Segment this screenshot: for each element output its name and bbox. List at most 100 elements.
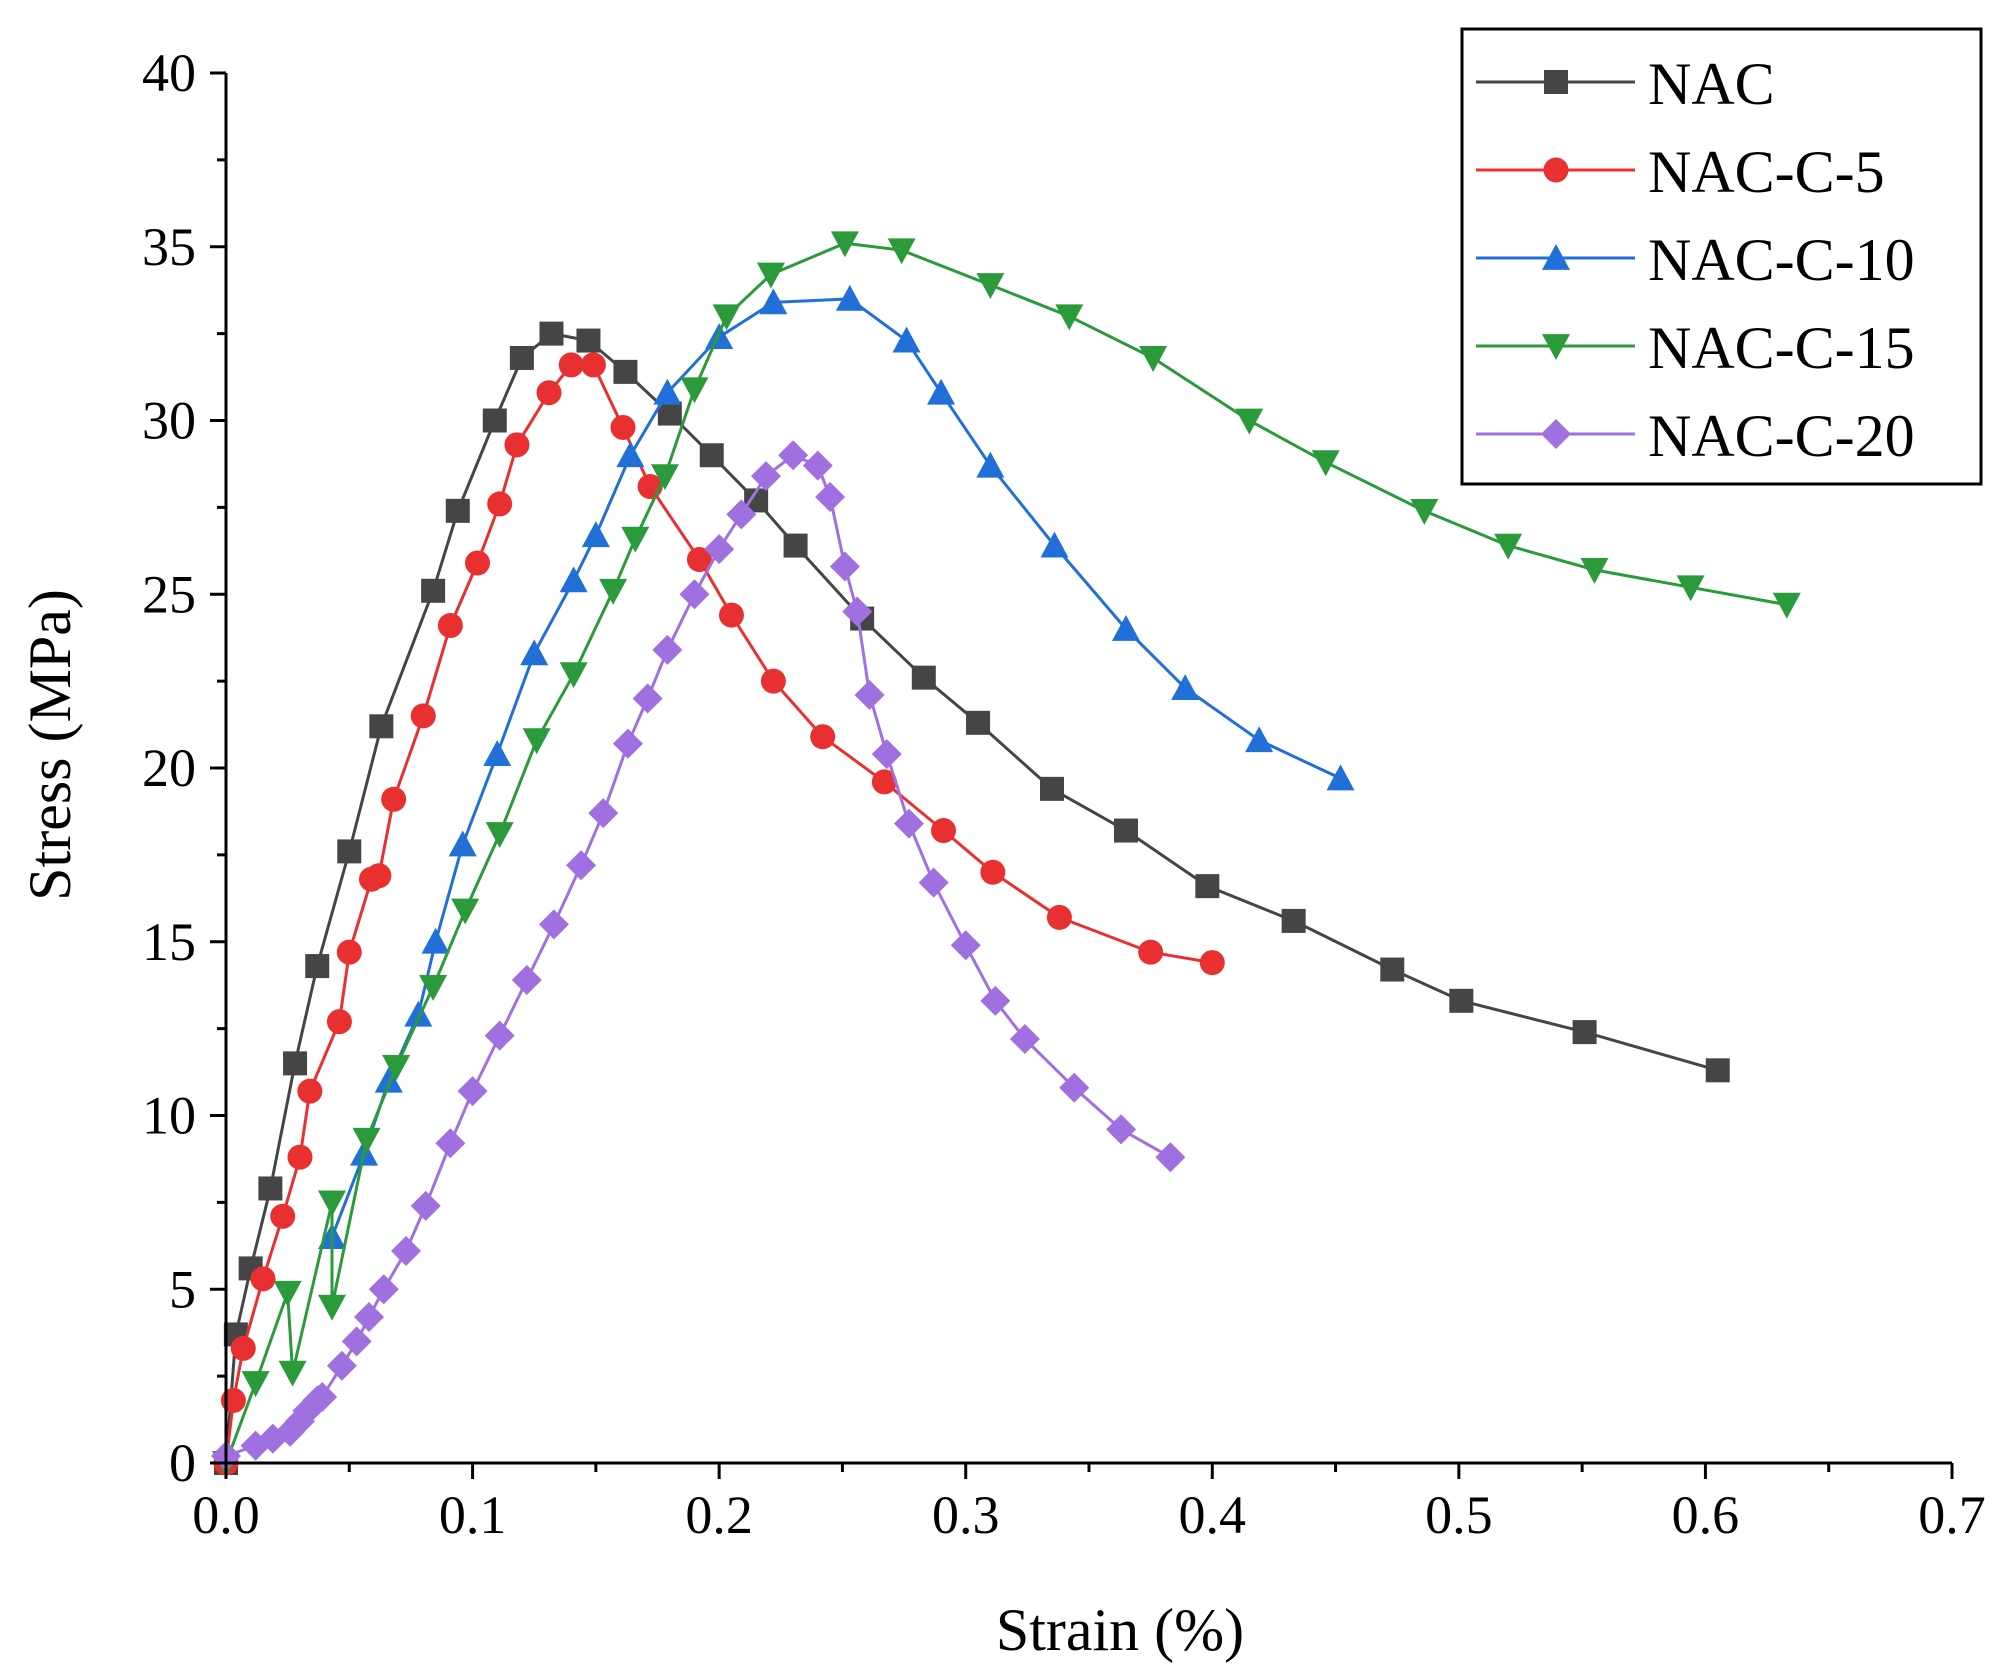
data-point [887,238,916,265]
y-tick-label: 30 [142,391,196,451]
x-tick-label: 0.3 [932,1485,1000,1545]
data-point [352,1127,381,1154]
data-point [712,304,741,331]
data-point [354,1302,385,1333]
data-point [1055,304,1084,331]
data-point [404,1000,433,1027]
data-point [250,1266,276,1292]
data-point [854,680,885,711]
data-point [1380,957,1405,982]
data-point [894,808,925,839]
data-point [538,909,569,940]
data-point [445,498,470,523]
data-point [410,703,436,729]
data-point [297,1078,323,1104]
x-tick-label: 0.4 [1179,1485,1247,1545]
series-nac-c-20 [211,440,1186,1472]
data-point [704,534,735,565]
y-tick-label: 10 [142,1086,196,1146]
data-point [657,401,682,426]
data-point [539,321,564,346]
data-point [653,378,682,405]
data-point [558,352,584,378]
data-point [1059,1072,1090,1103]
data-point [835,284,864,311]
data-point [230,1335,256,1361]
data-point [815,481,846,512]
data-point [1040,776,1065,801]
data-point [421,927,450,954]
series-nac-c-15 [212,231,1801,1477]
data-point [588,798,619,829]
data-point [1040,531,1069,558]
data-point [520,639,549,666]
legend-label: NAC-C-5 [1648,139,1885,205]
data-point [336,939,362,965]
legend-item: NAC [1476,51,1775,117]
data-point [756,262,785,289]
data-point [680,377,709,404]
data-point [871,769,897,795]
data-point [1705,1058,1730,1083]
data-point [559,662,588,689]
legend-marker [1542,334,1570,360]
data-point [750,461,781,492]
series-line [224,332,1719,1464]
data-point [258,1176,283,1201]
data-point [522,728,551,755]
data-point [484,1020,515,1051]
data-point [368,1274,399,1305]
data-point [421,578,446,603]
data-point [1676,575,1705,602]
data-point [369,714,394,739]
data-point [1326,764,1355,791]
data-point [305,954,330,979]
data-point [337,839,362,864]
data-point [419,975,448,1001]
data-point [621,526,650,553]
data-point [381,786,407,812]
data-point [1772,592,1801,619]
data-point [318,1294,347,1321]
legend: NAC NAC-C-5 NAC-C-10 NAC-C-15 NAC-C-20 [1460,27,1983,486]
data-point [1155,1142,1186,1173]
data-point [511,964,542,995]
data-point [1111,615,1140,641]
data-point [318,1190,347,1217]
x-tick-label: 0.6 [1672,1485,1740,1545]
ticks-layer: 0.0 0.1 0.2 0.3 0.4 0.5 0.6 0.7 0 5 10 15 20 25 30 35 40 [142,43,1986,1545]
y-tick-label: 15 [142,912,196,972]
x-tick-label: 0.2 [685,1485,753,1545]
data-point [599,578,628,605]
data-point [976,273,1005,299]
data-point [726,499,757,530]
data-point [966,710,991,735]
data-point [610,414,636,440]
data-point [650,464,679,491]
data-point [448,830,477,857]
data-point [980,985,1011,1016]
data-point [976,451,1005,478]
x-axis-title: Strain (%) [996,1597,1244,1663]
legend-label: NAC-C-20 [1648,403,1915,469]
y-tick-label: 5 [169,1259,196,1319]
data-point [652,634,683,665]
data-point [778,440,809,471]
y-tick-label: 0 [169,1433,196,1493]
y-tick-label: 40 [142,43,196,103]
data-point [451,898,480,925]
data-point [829,551,860,582]
y-tick-label: 35 [142,217,196,277]
data-point [435,1128,466,1159]
data-point [1138,939,1164,965]
data-point [483,740,512,766]
data-point [612,728,643,759]
legend-marker [1542,244,1570,270]
data-point [566,850,597,881]
data-point [830,231,859,258]
data-point [1281,908,1306,933]
data-point [482,408,507,433]
data-point [307,1381,338,1412]
